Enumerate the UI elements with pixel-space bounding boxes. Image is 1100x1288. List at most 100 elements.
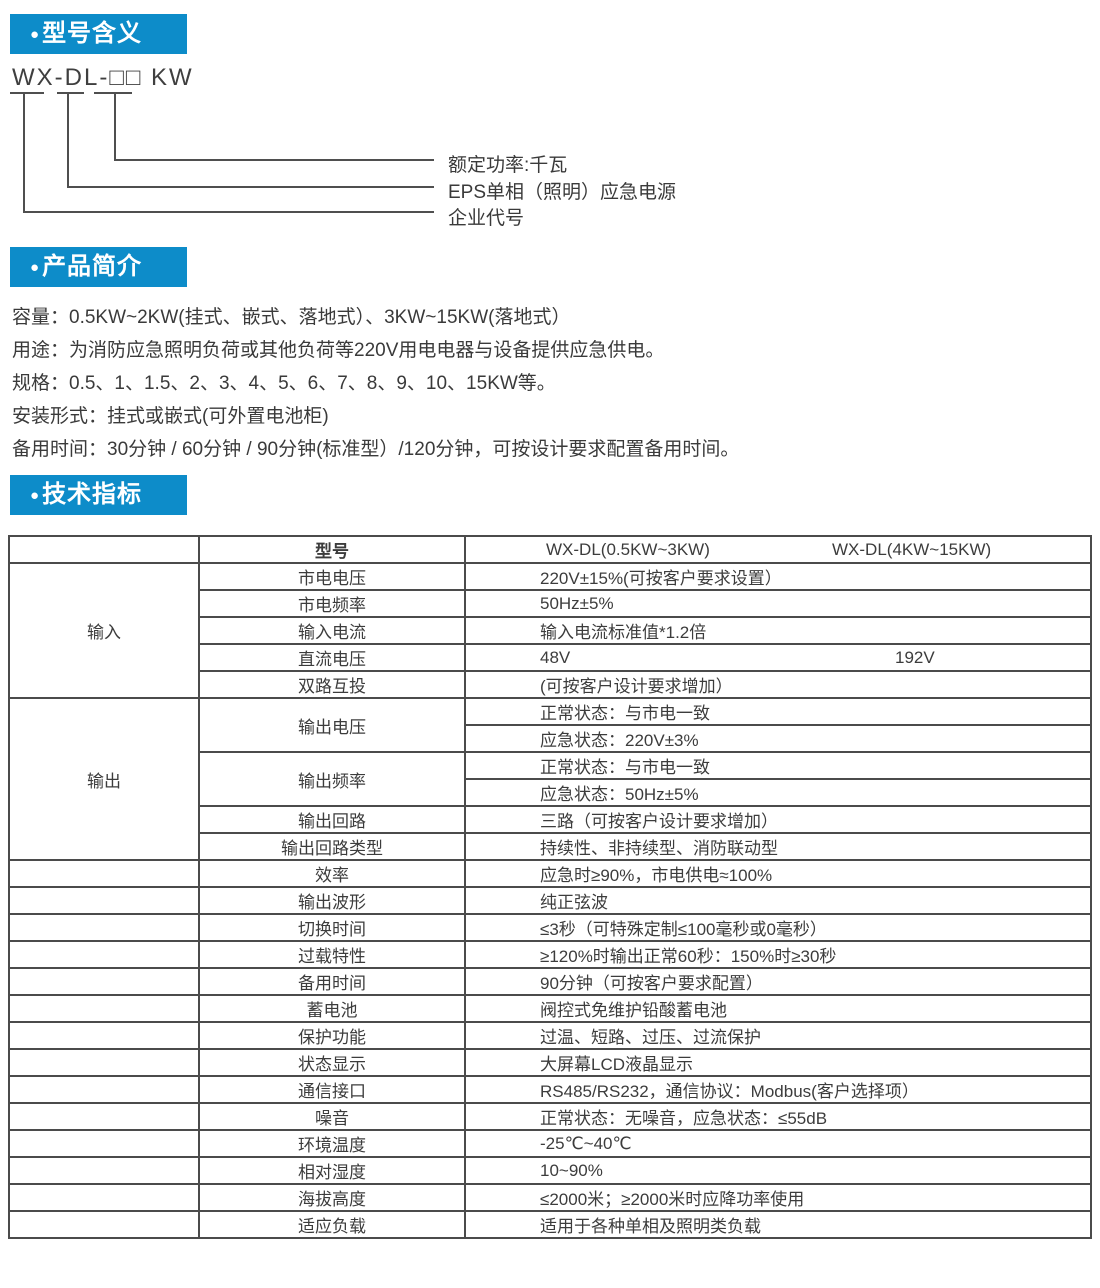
spec-value: 正常状态：与市电一致 (464, 697, 1092, 726)
spec-row: 直流电压 48V 192V (9, 643, 1092, 672)
spec-group-cell-empty (8, 967, 200, 996)
diagram-hline-2 (67, 186, 434, 188)
spec-row: 输入电流 输入电流标准值*1.2倍 (9, 616, 1092, 645)
spec-group-cell-empty (8, 859, 200, 888)
spec-label: 双路互投 (198, 670, 466, 699)
spec-table: 型号 WX-DL(0.5KW~3KW) WX-DL(4KW~15KW) 输入 市… (8, 535, 1092, 1239)
spec-label: 适应负载 (198, 1210, 466, 1239)
model-underline-dl (57, 92, 84, 94)
spec-row: 保护功能 过温、短路、过压、过流保护 (8, 1021, 1092, 1050)
spec-value: 应急状态：220V±3% (464, 724, 1092, 753)
spec-value: 90分钟（可按客户要求配置） (464, 967, 1092, 996)
spec-label: 效率 (198, 859, 466, 888)
spec-label: 输出电压 (198, 697, 466, 753)
spec-label: 切换时间 (198, 913, 466, 942)
spec-label: 噪音 (198, 1102, 466, 1131)
spec-value: 纯正弦波 (464, 886, 1092, 915)
spec-value: 应急时≥90%，市电供电≈100% (464, 859, 1092, 888)
spec-row: 环境温度 -25℃~40℃ (8, 1129, 1092, 1158)
dc-voltage-large: 192V (895, 647, 935, 667)
diagram-hline-1 (114, 159, 434, 161)
spec-label: 市电电压 (198, 562, 466, 591)
spec-row: 输出回路类型 持续性、非持续型、消防联动型 (9, 832, 1092, 861)
spec-label: 备用时间 (198, 967, 466, 996)
spec-value: (可按客户设计要求增加） (464, 670, 1092, 699)
spec-value: 输入电流标准值*1.2倍 (464, 616, 1092, 645)
spec-label: 环境温度 (198, 1129, 466, 1158)
spec-row: 蓄电池 阀控式免维护铅酸蓄电池 (8, 994, 1092, 1023)
spec-row: 海拔高度 ≤2000米；≥2000米时应降功率使用 (8, 1183, 1092, 1212)
spec-group-cell-empty (8, 1156, 200, 1185)
spec-label: 输出频率 (198, 751, 466, 807)
spec-label: 过载特性 (198, 940, 466, 969)
spec-value: 正常状态：与市电一致 (464, 751, 1092, 780)
model-number-text: WX-DL-□□ KW (12, 64, 194, 91)
spec-group-cell-empty (8, 1021, 200, 1050)
section-header-product-intro: ● 产品简介 (10, 247, 187, 287)
spec-group-cell-empty (8, 1129, 200, 1158)
spec-row: 输出 输出电压 正常状态：与市电一致 (8, 697, 1092, 861)
model-range-large: WX-DL(4KW~15KW) (832, 539, 992, 559)
spec-group-cell-empty (8, 1048, 200, 1077)
spec-label: 蓄电池 (198, 994, 466, 1023)
spec-label: 输入电流 (198, 616, 466, 645)
spec-value: ≥120%时输出正常60秒：150%时≥30秒 (464, 940, 1092, 969)
spec-label: 保护功能 (198, 1021, 466, 1050)
bullet-icon: ● (30, 25, 40, 43)
intro-line-usage: 用途：为消防应急照明负荷或其他负荷等220V用电电器与设备提供应急供电。 (12, 340, 665, 361)
diagram-hline-3 (23, 211, 434, 213)
bullet-icon: ● (30, 486, 40, 504)
spec-value: 应急状态：50Hz±5% (464, 778, 1092, 807)
spec-value: 10~90% (464, 1156, 1092, 1185)
spec-group-cell-empty (8, 1183, 200, 1212)
spec-header-models: WX-DL(0.5KW~3KW) WX-DL(4KW~15KW) (464, 535, 1092, 564)
intro-line-capacity: 容量：0.5KW~2KW(挂式、嵌式、落地式）、3KW~15KW(落地式） (12, 307, 571, 328)
section-header-model-meaning: ● 型号含义 (10, 14, 187, 54)
spec-value: 大屏幕LCD液晶显示 (464, 1048, 1092, 1077)
intro-line-spec: 规格：0.5、1、1.5、2、3、4、5、6、7、8、9、10、15KW等。 (12, 373, 556, 394)
spec-row: 双路互投 (可按客户设计要求增加） (9, 670, 1092, 699)
spec-label: 状态显示 (198, 1048, 466, 1077)
spec-label: 海拔高度 (198, 1183, 466, 1212)
spec-label: 输出回路 (198, 805, 466, 834)
intro-line-installation: 安装形式：挂式或嵌式(可外置电池柜) (12, 406, 329, 427)
spec-group-cell-empty (8, 886, 200, 915)
diagram-vline-3 (114, 93, 116, 161)
spec-value: 阀控式免维护铅酸蓄电池 (464, 994, 1092, 1023)
spec-row: 切换时间 ≤3秒（可特殊定制≤100毫秒或0毫秒） (8, 913, 1092, 942)
spec-value: 220V±15%(可按客户要求设置） (464, 562, 1092, 591)
spec-group-input: 输入 (8, 562, 200, 699)
diagram-label-rated-power: 额定功率:千瓦 (448, 155, 568, 176)
section-header-tech-specs: ● 技术指标 (10, 475, 187, 515)
spec-label: 通信接口 (198, 1075, 466, 1104)
section-title: 技术指标 (42, 481, 143, 508)
spec-value: 正常状态：无噪音，应急状态：≤55dB (464, 1102, 1092, 1131)
spec-header-row: 型号 WX-DL(0.5KW~3KW) WX-DL(4KW~15KW) (8, 535, 1092, 564)
spec-label: 相对湿度 (198, 1156, 466, 1185)
spec-group-output: 输出 (8, 697, 200, 861)
diagram-label-company-code: 企业代号 (448, 208, 525, 229)
spec-group-cell-empty (8, 1102, 200, 1131)
spec-group-cell-empty (8, 913, 200, 942)
spec-row: 过载特性 ≥120%时输出正常60秒：150%时≥30秒 (8, 940, 1092, 969)
spec-row: 输出频率 正常状态：与市电一致 (9, 751, 1092, 807)
spec-label: 输出波形 (198, 886, 466, 915)
spec-value-dc: 48V 192V (464, 643, 1092, 672)
diagram-label-eps-type: EPS单相（照明）应急电源 (448, 182, 677, 203)
spec-row: 适应负载 适用于各种单相及照明类负载 (8, 1210, 1092, 1239)
spec-header-label: 型号 (198, 535, 466, 564)
spec-row: 输出波形 纯正弦波 (8, 886, 1092, 915)
spec-group-cell-empty (8, 535, 200, 564)
model-underline-kw (94, 92, 132, 94)
diagram-vline-2 (67, 93, 69, 188)
spec-label: 输出回路类型 (198, 832, 466, 861)
spec-label: 市电频率 (198, 589, 466, 618)
spec-group-cell-empty (8, 1210, 200, 1239)
spec-row: 应急状态：220V±3% (9, 724, 1092, 753)
dc-voltage-small: 48V (540, 647, 571, 667)
spec-row: 通信接口 RS485/RS232，通信协议：Modbus(客户选择项） (8, 1075, 1092, 1104)
spec-group-cell-empty (8, 994, 200, 1023)
spec-value: 三路（可按客户设计要求增加） (464, 805, 1092, 834)
diagram-vline-1 (23, 93, 25, 213)
